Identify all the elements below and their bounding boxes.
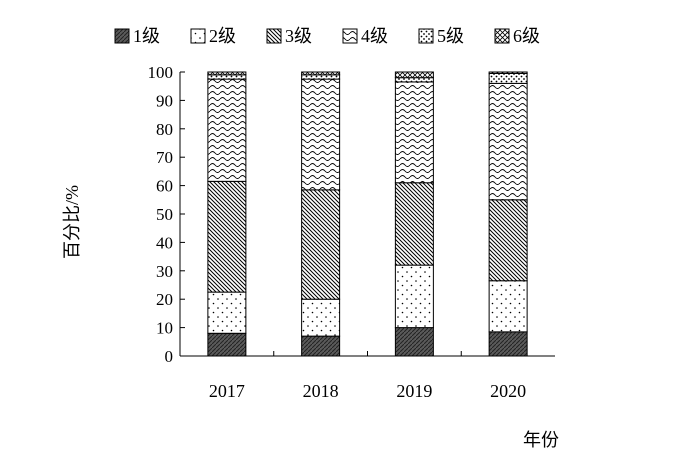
bar-2020-series-1 — [488, 331, 528, 357]
legend-label: 3级 — [285, 26, 312, 46]
bar-2017-series-1 — [207, 332, 247, 357]
legend-label: 4级 — [361, 26, 388, 46]
y-tick-label: 50 — [156, 205, 173, 224]
x-tick-label: 2017 — [209, 381, 245, 401]
bar-2020-series-2 — [488, 280, 528, 333]
legend-swatch — [114, 28, 130, 44]
legend-label: 5级 — [437, 26, 464, 46]
bar-2017-series-3 — [207, 180, 247, 293]
bar-2018-series-2 — [301, 298, 341, 337]
bar-2019-series-4 — [394, 81, 434, 184]
bar-2018-series-1 — [301, 335, 341, 357]
bar-2020-series-4 — [488, 82, 528, 201]
axes: 0 10 20 30 40 50 60 70 80 90 100 — [148, 63, 555, 366]
bar-2019-series-1 — [394, 327, 434, 357]
bar-2018-series-3 — [301, 189, 341, 300]
legend-swatch — [418, 28, 434, 44]
y-tick-label: 70 — [156, 148, 173, 167]
bar-2020-series-3 — [488, 199, 528, 282]
y-tick-label: 100 — [148, 63, 174, 82]
bar-2017-series-5 — [207, 74, 247, 80]
legend-swatch — [266, 28, 282, 44]
bar-2019-series-2 — [394, 264, 434, 329]
legend-label: 2级 — [209, 26, 236, 46]
legend: 1级 2级 3级 4级 5级 6级 — [114, 26, 540, 46]
y-tick-label: 30 — [156, 262, 173, 281]
x-tick-label: 2018 — [303, 381, 339, 401]
bars: 2017 2018 2019 2020 — [207, 71, 528, 401]
x-tick-label: 2019 — [396, 381, 432, 401]
bar-2018-series-5 — [301, 74, 341, 80]
legend-label: 6级 — [513, 26, 540, 46]
bar-2018-series-4 — [301, 78, 341, 191]
bar-2020-series-6 — [488, 71, 528, 74]
x-axis-label: 年份 — [523, 430, 559, 450]
y-tick-label: 40 — [156, 233, 173, 252]
bar-2019-series-3 — [394, 182, 434, 266]
legend-swatch — [342, 28, 358, 44]
bar-2019-series-6 — [394, 71, 434, 79]
x-tick-label: 2020 — [490, 381, 526, 401]
bar-2017-series-2 — [207, 291, 247, 334]
y-tick-label: 0 — [165, 347, 174, 366]
y-tick-label: 90 — [156, 91, 173, 110]
legend-swatch — [190, 28, 206, 44]
bar-2017-series-6 — [207, 71, 247, 76]
y-tick-label: 60 — [156, 177, 173, 196]
bar-2018-series-6 — [301, 71, 341, 76]
legend-label: 1级 — [133, 26, 160, 46]
y-tick-label: 80 — [156, 120, 173, 139]
bar-2017-series-4 — [207, 78, 247, 182]
bar-2019-series-5 — [394, 77, 434, 83]
y-tick-label: 10 — [156, 319, 173, 338]
y-axis-label: 百分比/% — [62, 185, 82, 259]
y-tick-label: 20 — [156, 290, 173, 309]
legend-swatch — [494, 28, 510, 44]
bar-2020-series-5 — [488, 72, 528, 84]
